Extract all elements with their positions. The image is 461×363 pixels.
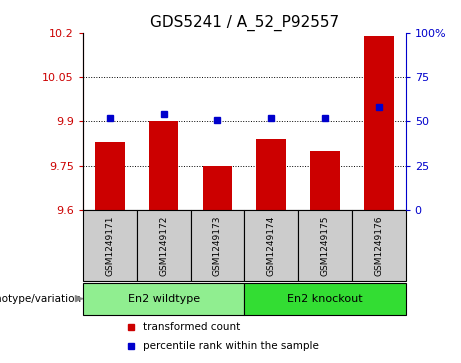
Text: En2 knockout: En2 knockout xyxy=(287,294,363,303)
Text: GSM1249171: GSM1249171 xyxy=(106,215,114,276)
Bar xyxy=(364,36,394,210)
Bar xyxy=(298,210,352,281)
Text: GSM1249176: GSM1249176 xyxy=(374,215,383,276)
Bar xyxy=(83,210,137,281)
Text: GSM1249175: GSM1249175 xyxy=(320,215,330,276)
Text: transformed count: transformed count xyxy=(143,322,240,333)
Text: genotype/variation: genotype/variation xyxy=(0,294,82,303)
Bar xyxy=(83,283,244,315)
Text: percentile rank within the sample: percentile rank within the sample xyxy=(143,341,319,351)
Title: GDS5241 / A_52_P92557: GDS5241 / A_52_P92557 xyxy=(150,15,339,31)
Bar xyxy=(203,166,232,210)
Bar xyxy=(244,283,406,315)
Bar xyxy=(190,210,244,281)
Bar xyxy=(137,210,190,281)
Text: En2 wildtype: En2 wildtype xyxy=(128,294,200,303)
Bar xyxy=(256,139,286,210)
Bar xyxy=(95,142,124,210)
Text: GSM1249173: GSM1249173 xyxy=(213,215,222,276)
Bar xyxy=(149,121,178,210)
Bar xyxy=(244,210,298,281)
Text: GSM1249174: GSM1249174 xyxy=(267,215,276,276)
Bar xyxy=(310,151,340,210)
Text: GSM1249172: GSM1249172 xyxy=(159,215,168,276)
Bar xyxy=(352,210,406,281)
